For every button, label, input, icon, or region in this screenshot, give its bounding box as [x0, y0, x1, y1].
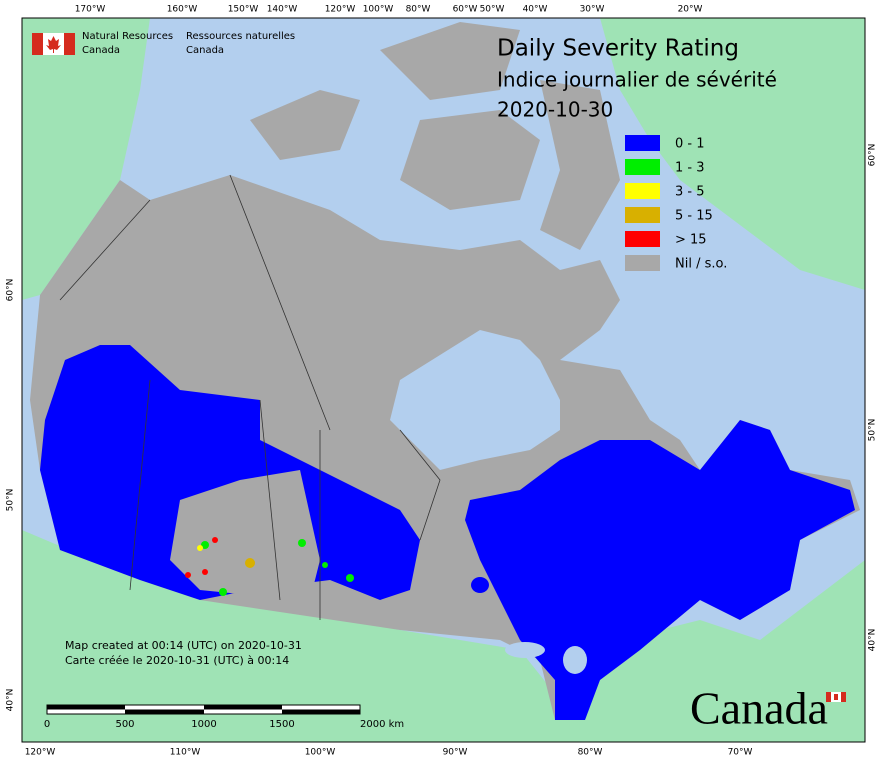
rating-spot	[197, 545, 203, 551]
graticule-label: 160°W	[167, 5, 198, 15]
hudson-bay	[390, 330, 560, 470]
united-states	[22, 530, 865, 742]
flag-bar	[841, 692, 846, 702]
agency-fr: Ressources naturelles	[186, 31, 295, 42]
graticule-label: 70°W	[728, 748, 753, 758]
scale-bar-segment	[282, 709, 360, 714]
flag-bar	[64, 33, 75, 55]
rating-spot	[185, 572, 191, 578]
map-title: Daily Severity Rating	[497, 36, 739, 62]
scale-label: 1000	[191, 719, 216, 730]
graticule-label: 110°W	[170, 748, 201, 758]
graticule-label: 60°N	[868, 144, 878, 167]
graticule-label: 50°N	[868, 419, 878, 442]
legend-swatch	[625, 183, 660, 199]
legend-label: 3 - 5	[675, 185, 705, 200]
graticule-label: 90°W	[443, 748, 468, 758]
boundaries	[59, 174, 441, 620]
scale-bar-segment	[47, 705, 125, 710]
graticule-label: 60°N	[6, 279, 16, 302]
graticule-label: 20°W	[678, 5, 703, 15]
legend-label: > 15	[675, 233, 707, 248]
graticule-label: 50°N	[6, 489, 16, 512]
rating-spot	[201, 541, 209, 549]
graticule-label: 50°W	[480, 5, 505, 15]
scale-bar	[46, 704, 361, 715]
eastern-rating-area	[465, 420, 855, 720]
graticule-label: 80°W	[578, 748, 603, 758]
maple-leaf	[46, 36, 61, 53]
legend-swatch	[625, 159, 660, 175]
flag-bar	[826, 692, 831, 702]
legend-label: 0 - 1	[675, 137, 705, 152]
graticule-label: 100°W	[305, 748, 336, 758]
flag-bar	[32, 33, 43, 55]
legend-swatch	[625, 207, 660, 223]
graticule-label: 40°W	[523, 5, 548, 15]
legend-label: 1 - 3	[675, 161, 705, 176]
arctic-island	[400, 110, 540, 210]
legend-swatch	[625, 255, 660, 271]
agency-fr: Canada	[186, 45, 224, 56]
arctic-island	[380, 22, 520, 100]
rating-spot	[219, 588, 227, 596]
map-frame	[21, 17, 866, 743]
graticule-label: 150°W	[228, 5, 259, 15]
arctic-island	[540, 80, 620, 250]
maple-leaf	[834, 694, 838, 700]
scale-label: 2000 km	[360, 719, 404, 730]
alaska	[22, 18, 150, 300]
map-date: 2020-10-30	[497, 98, 613, 122]
scale-bar-segment	[204, 705, 282, 710]
arctic-island	[250, 90, 360, 160]
rating-patch	[471, 577, 489, 593]
scale-label: 500	[115, 719, 134, 730]
graticule-label: 80°W	[406, 5, 431, 15]
graticule-label: 120°W	[25, 748, 56, 758]
scale-bar-segment	[125, 709, 204, 714]
rating-spot	[245, 558, 255, 568]
rating-spot	[346, 574, 354, 582]
scale-label: 1500	[269, 719, 294, 730]
creation-note: Map created at 00:14 (UTC) on 2020-10-31	[65, 639, 302, 652]
great-lake	[505, 642, 545, 658]
rating-spot	[322, 562, 328, 568]
scale-label: 0	[44, 719, 50, 730]
graticule-label: 40°N	[6, 689, 16, 712]
legend-label: 5 - 15	[675, 209, 713, 224]
legend-swatch	[625, 231, 660, 247]
graticule-label: 30°W	[580, 5, 605, 15]
graticule-label: 170°W	[75, 5, 106, 15]
graticule-label: 100°W	[363, 5, 394, 15]
map-shapes	[22, 18, 865, 742]
rating-spot	[202, 569, 208, 575]
great-lake	[563, 646, 587, 674]
creation-note: Carte créée le 2020-10-31 (UTC) à 00:14	[65, 654, 289, 667]
greenland	[600, 18, 865, 290]
prairie-nil-area	[170, 470, 320, 600]
wordmark-flag	[826, 692, 846, 702]
rating-spot	[212, 537, 218, 543]
map-subtitle: Indice journalier de sévérité	[497, 68, 777, 92]
graticule-label: 40°N	[868, 629, 878, 652]
graticule-label: 60°W	[453, 5, 478, 15]
agency-en: Natural Resources	[82, 31, 173, 42]
flag	[32, 33, 75, 55]
wordmark: Canada	[690, 683, 828, 734]
graticule-label: 120°W	[325, 5, 356, 15]
rating-spot	[298, 539, 306, 547]
graticule-label: 140°W	[267, 5, 298, 15]
legend-label: Nil / s.o.	[675, 257, 727, 272]
agency-en: Canada	[82, 45, 120, 56]
legend-swatch	[625, 135, 660, 151]
